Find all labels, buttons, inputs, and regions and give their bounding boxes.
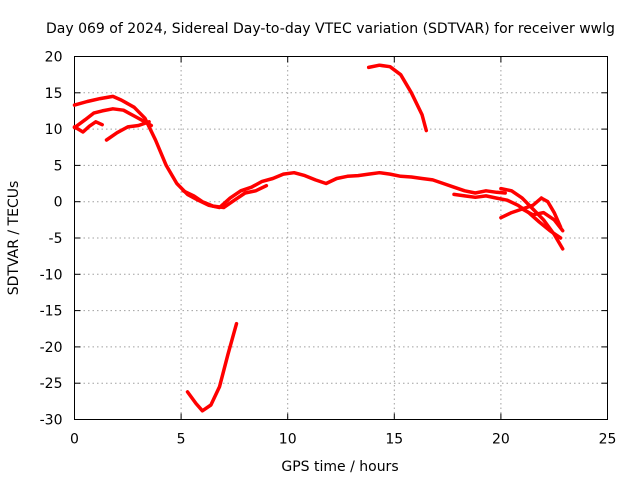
x-tick-label: 5 [177, 432, 186, 448]
x-tick-label: 15 [385, 432, 403, 448]
y-tick-label: -25 [40, 376, 63, 392]
y-tick-label: -10 [40, 267, 63, 283]
chart-title: Day 069 of 2024, Sidereal Day-to-day VTE… [46, 21, 615, 37]
y-tick-label: 0 [54, 195, 63, 211]
y-tick-label: 5 [54, 158, 63, 174]
series-line-trace-1 [72, 94, 507, 210]
series-line-trace-12 [185, 321, 239, 413]
x-axis-ticks: 0 5 10 15 20 25 [70, 56, 617, 448]
y-tick-label: 10 [45, 122, 63, 138]
grid [74, 56, 608, 420]
y-tick-label: 15 [45, 86, 63, 102]
series-line-trace-3 [72, 120, 104, 134]
y-tick-label: 20 [45, 50, 63, 66]
series-line-trace-6 [452, 192, 563, 240]
x-tick-label: 25 [599, 432, 617, 448]
x-tick-label: 20 [492, 432, 510, 448]
series-line-trace-4 [104, 120, 151, 142]
series-group [72, 63, 565, 413]
y-axis-ticks: 20 15 10 5 0 -5 -10 -15 -20 -25 -30 [40, 50, 608, 429]
series-line-trace-11 [366, 63, 429, 133]
y-tick-label: -5 [49, 231, 63, 247]
x-axis-label: GPS time / hours [281, 459, 398, 475]
series-line-trace-5 [181, 183, 269, 210]
series-line-trace-2 [72, 107, 154, 130]
series-line-trace-7 [499, 186, 565, 251]
y-tick-label: -20 [40, 340, 63, 356]
y-tick-label: -30 [40, 413, 63, 429]
y-axis-label: SDTVAR / TECUs [6, 181, 22, 296]
y-tick-label: -15 [40, 304, 63, 320]
series-line-trace-10 [539, 196, 563, 229]
x-tick-label: 0 [70, 432, 79, 448]
series-line-trace-9 [520, 207, 565, 233]
x-tick-label: 10 [279, 432, 297, 448]
